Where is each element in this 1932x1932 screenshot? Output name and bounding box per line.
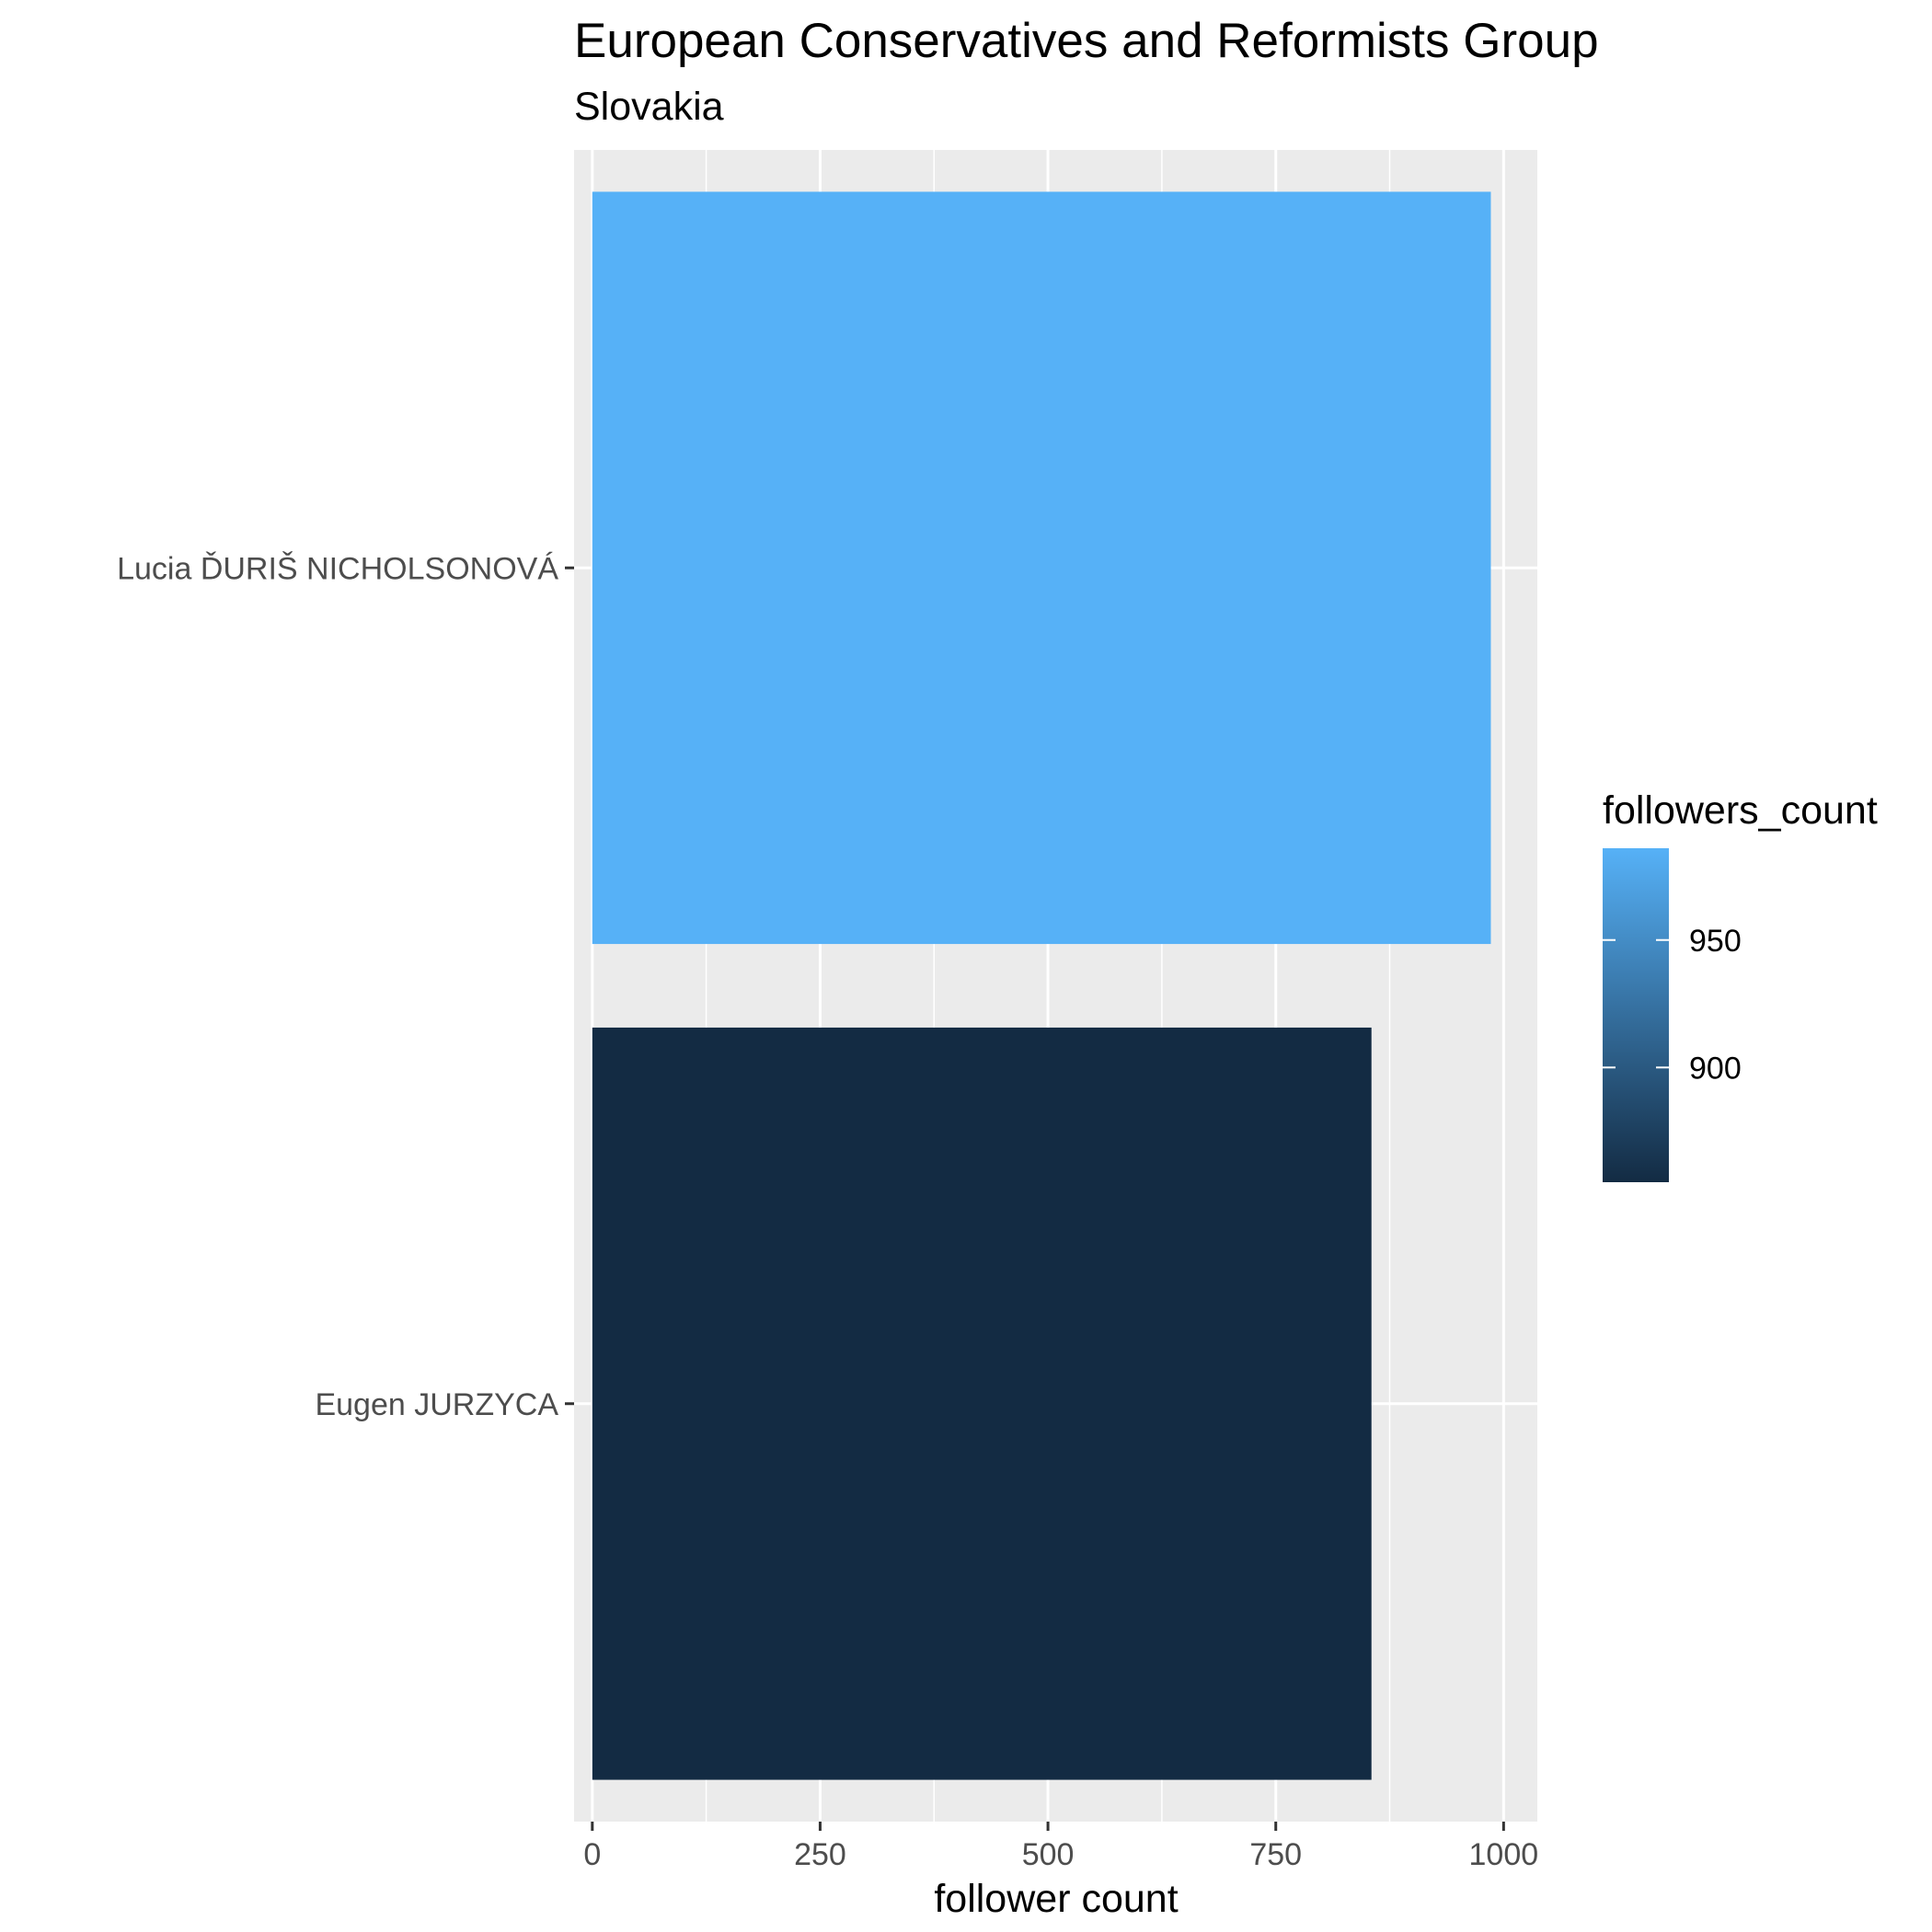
- y-axis: Lucia ĎURIŠ NICHOLSONOVÁ Eugen JURZYCA: [117, 551, 574, 1422]
- x-tick-label: 750: [1249, 1837, 1302, 1872]
- bar: [592, 191, 1491, 945]
- x-axis: 0 250 500 750 1000: [583, 1822, 1538, 1872]
- colorbar: [1603, 848, 1669, 1182]
- x-tick-label: 250: [794, 1837, 846, 1872]
- y-tick-label: Lucia ĎURIŠ NICHOLSONOVÁ: [117, 551, 558, 586]
- legend-title: followers_count: [1603, 788, 1878, 833]
- legend: followers_count 900 950: [1603, 788, 1878, 1182]
- colorbar-tick-label: 900: [1689, 1051, 1742, 1086]
- y-tick-label: Eugen JURZYCA: [315, 1387, 558, 1422]
- chart-subtitle: Slovakia: [574, 85, 724, 129]
- chart-title: European Conservatives and Reformists Gr…: [574, 14, 1599, 68]
- bars: [592, 191, 1491, 1780]
- x-axis-title: follower count: [934, 1877, 1178, 1921]
- x-tick-label: 0: [583, 1837, 601, 1872]
- bar: [592, 1027, 1372, 1780]
- x-tick-label: 500: [1022, 1837, 1075, 1872]
- x-tick-label: 1000: [1469, 1837, 1539, 1872]
- colorbar-tick-label: 950: [1689, 924, 1742, 959]
